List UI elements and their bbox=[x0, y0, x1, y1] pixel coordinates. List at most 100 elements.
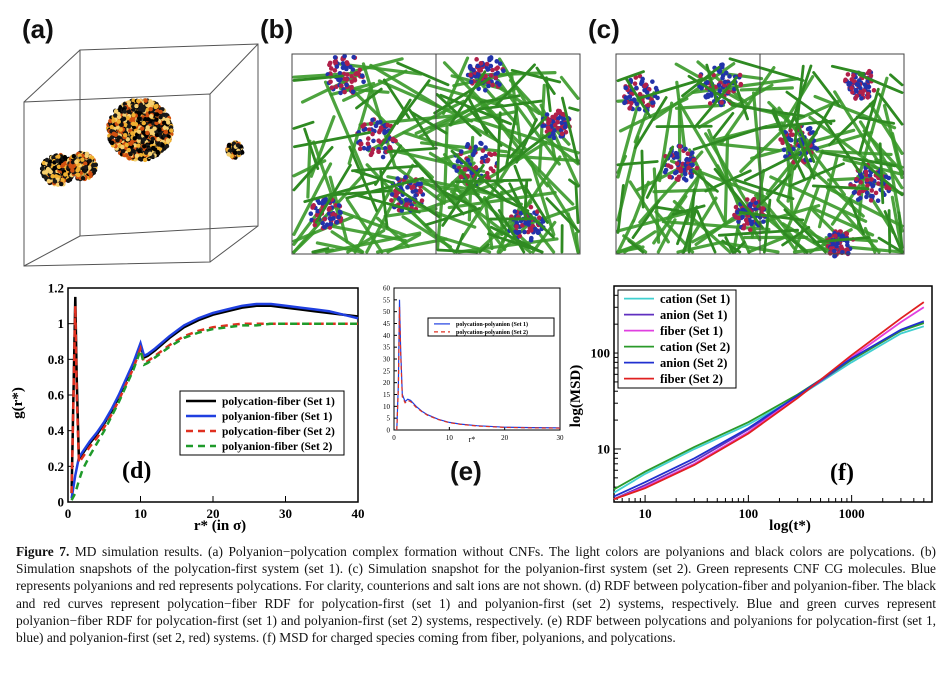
cnf-fiber bbox=[436, 248, 478, 254]
cluster-bead bbox=[136, 98, 141, 104]
polyelectrolyte-bead bbox=[368, 152, 374, 158]
cnf-fiber bbox=[728, 57, 805, 82]
polyelectrolyte-bead bbox=[849, 86, 854, 91]
polyelectrolyte-bead bbox=[528, 228, 534, 233]
series-line-1 bbox=[396, 306, 561, 431]
polyelectrolyte-bead bbox=[717, 68, 723, 74]
polyelectrolyte-bead bbox=[389, 192, 395, 197]
polyelectrolyte-bead bbox=[716, 83, 722, 88]
polyelectrolyte-bead bbox=[732, 212, 737, 218]
cnf-fiber bbox=[323, 80, 366, 174]
cluster-bead bbox=[136, 143, 141, 148]
polyelectrolyte-bead bbox=[683, 146, 688, 152]
polyelectrolyte-bead bbox=[840, 249, 845, 255]
cnf-fiber bbox=[496, 111, 502, 181]
polyelectrolyte-bead bbox=[352, 77, 358, 82]
polyelectrolyte-bead bbox=[867, 173, 873, 178]
y-tick-label: 10 bbox=[597, 442, 610, 457]
cnf-network-c bbox=[616, 57, 904, 259]
polyelectrolyte-bead bbox=[870, 183, 875, 189]
cnf-fiber bbox=[484, 198, 508, 231]
polyelectrolyte-bead bbox=[678, 166, 684, 171]
polyelectrolyte-bead bbox=[350, 67, 356, 72]
polyelectrolyte-bead bbox=[365, 146, 370, 152]
y-tick-label: 5 bbox=[387, 415, 391, 423]
cnf-fiber bbox=[487, 232, 544, 254]
cnf-fiber bbox=[483, 195, 494, 251]
y-tick-label: 55 bbox=[383, 296, 391, 304]
x-tick-label: 20 bbox=[207, 506, 220, 521]
polyelectrolyte-bead bbox=[689, 150, 695, 156]
cnf-fiber bbox=[758, 119, 836, 130]
polyelectrolyte-bead bbox=[850, 89, 855, 95]
legend-box bbox=[427, 317, 555, 337]
polyelectrolyte-bead bbox=[676, 174, 682, 180]
cnf-fiber bbox=[788, 162, 845, 188]
polyelectrolyte-bead bbox=[382, 130, 387, 136]
polyelectrolyte-bead bbox=[474, 57, 479, 62]
cnf-fiber bbox=[820, 151, 897, 168]
cnf-fiber bbox=[704, 169, 752, 193]
x-tick-label: 0 bbox=[392, 434, 396, 442]
polyelectrolyte-bead bbox=[864, 190, 870, 196]
cluster-bead bbox=[59, 181, 64, 187]
cnf-fiber bbox=[848, 197, 865, 236]
polyelectrolyte-bead bbox=[636, 106, 642, 112]
polyelectrolyte-bead bbox=[483, 73, 488, 79]
y-tick-label: 40 bbox=[383, 332, 391, 340]
polyelectrolyte-bead bbox=[418, 189, 423, 195]
polyelectrolyte-bead bbox=[357, 146, 363, 152]
polyelectrolyte-bead bbox=[419, 198, 425, 203]
polyelectrolyte-bead bbox=[694, 165, 700, 171]
cluster-bead bbox=[150, 136, 155, 142]
simulation-box-b bbox=[291, 53, 581, 255]
polyelectrolyte-bead bbox=[555, 119, 560, 125]
cnf-fiber bbox=[311, 247, 330, 254]
cluster-bead bbox=[84, 153, 89, 159]
cluster-bead bbox=[124, 152, 129, 158]
chart-d-legend: polycation-fiber (Set 1) polyanion-fiber … bbox=[179, 390, 345, 456]
cnf-fiber bbox=[631, 199, 661, 240]
cnf-fiber bbox=[719, 66, 776, 146]
cnf-fiber bbox=[292, 120, 315, 130]
polyelectrolyte-bead bbox=[380, 154, 386, 160]
polyelectrolyte-bead bbox=[497, 82, 502, 87]
legend-label: polycation-polyanion (Set 2) bbox=[456, 329, 528, 336]
cluster-bead bbox=[60, 178, 65, 183]
polyelectrolyte-bead bbox=[387, 144, 393, 150]
polyelectrolyte-bead bbox=[332, 55, 338, 60]
cluster-bead bbox=[141, 137, 147, 142]
cnf-fiber bbox=[833, 90, 880, 163]
polyelectrolyte-bead bbox=[488, 63, 494, 69]
cnf-fiber bbox=[857, 73, 904, 95]
cluster-bead bbox=[76, 172, 81, 178]
cnf-fiber bbox=[681, 196, 718, 254]
cnf-fiber bbox=[812, 71, 841, 108]
legend-box bbox=[617, 289, 737, 389]
polyelectrolyte-bead bbox=[403, 175, 408, 180]
cnf-fiber bbox=[559, 75, 580, 100]
cnf-fiber bbox=[429, 110, 519, 130]
cluster-bead bbox=[150, 145, 156, 151]
cnf-fiber bbox=[497, 209, 526, 254]
cnf-fiber bbox=[734, 178, 795, 201]
polyelectrolyte-bead bbox=[337, 70, 343, 76]
cnf-fiber bbox=[811, 184, 870, 191]
polyelectrolyte-bead bbox=[738, 81, 744, 87]
chart-d: 0 10 20 30 40 0 0.2 0.4 0.6 0.8 1 1.2 g(r*) r* (in … bbox=[10, 281, 365, 534]
polyelectrolyte-bead bbox=[483, 153, 489, 159]
cnf-fiber bbox=[478, 243, 490, 254]
polyelectrolyte-bead bbox=[345, 61, 350, 67]
cnf-network-b bbox=[292, 53, 580, 254]
cnf-fiber bbox=[858, 87, 880, 155]
cluster-bead bbox=[132, 136, 137, 141]
legend-label: polycation-fiber (Set 1) bbox=[222, 396, 335, 408]
polyelectrolyte-bead bbox=[478, 60, 484, 66]
polyelectrolyte-bead bbox=[351, 54, 357, 60]
polyelectrolyte-bead bbox=[349, 84, 354, 90]
cluster-bead bbox=[134, 110, 139, 115]
cluster-bead bbox=[123, 132, 128, 138]
cnf-fiber bbox=[676, 208, 691, 246]
y-tick-label: 100 bbox=[591, 346, 611, 361]
cnf-fiber bbox=[303, 127, 320, 171]
